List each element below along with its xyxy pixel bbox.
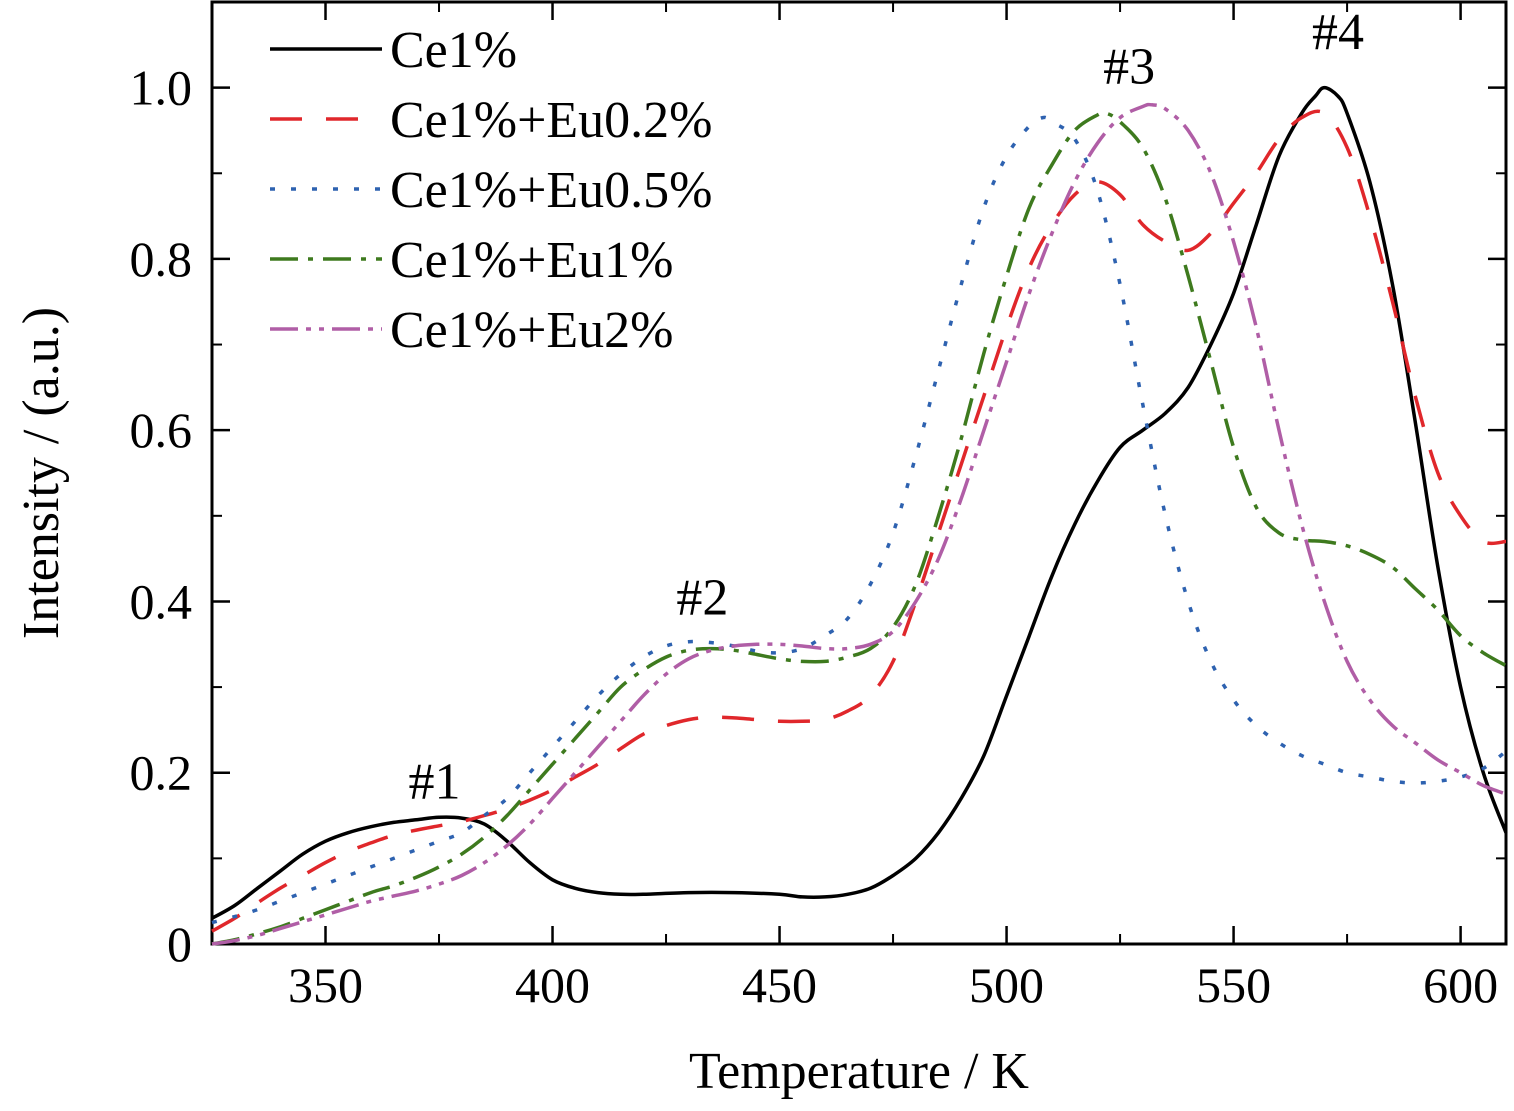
y-tick-label: 0.6 xyxy=(130,402,193,458)
x-tick-label: 350 xyxy=(288,957,363,1013)
x-axis-title: Temperature / K xyxy=(689,1043,1029,1100)
series-line-1 xyxy=(211,85,1508,920)
legend-label-3: Ce1%+Eu0.5% xyxy=(390,162,713,219)
y-tick-label: 0.2 xyxy=(130,745,193,801)
peak-label-2: #2 xyxy=(676,569,728,626)
series-line-5 xyxy=(211,102,1507,946)
y-axis-title: Intensity / (a.u.) xyxy=(13,307,70,639)
peak-annotations: #1 #2 #3 #4 xyxy=(408,4,1364,810)
x-tick-label: 600 xyxy=(1423,957,1498,1013)
peak-label-1: #1 xyxy=(408,753,460,810)
legend-label-4: Ce1%+Eu1% xyxy=(390,232,674,289)
plot-frame xyxy=(210,0,1508,946)
data-series xyxy=(211,85,1508,946)
x-tick-label: 550 xyxy=(1196,957,1271,1013)
x-tick-label: 500 xyxy=(969,957,1044,1013)
legend-label-1: Ce1% xyxy=(390,22,517,79)
x-tick-label: 450 xyxy=(742,957,817,1013)
y-tick-label: 1.0 xyxy=(130,60,193,116)
axis-tick-labels: 350 400 450 500 550 600 0 0.2 0.4 0.6 0.8 1.0 xyxy=(130,60,1499,1013)
legend-label-5: Ce1%+Eu2% xyxy=(390,302,674,359)
x-tick-label: 400 xyxy=(515,957,590,1013)
y-tick-label: 0 xyxy=(167,916,192,972)
y-tick-label: 0.8 xyxy=(130,231,193,287)
legend: Ce1% Ce1%+Eu0.2% Ce1%+Eu0.5% Ce1%+Eu1% Ce1%+… xyxy=(270,22,713,359)
series-line-4 xyxy=(211,110,1507,946)
y-tick-label: 0.4 xyxy=(130,573,193,629)
legend-label-2: Ce1%+Eu0.2% xyxy=(390,92,713,149)
peak-label-4: #4 xyxy=(1312,4,1364,61)
peak-label-3: #3 xyxy=(1103,38,1155,95)
series-line-2 xyxy=(211,109,1507,933)
axis-ticks xyxy=(211,1,1506,946)
